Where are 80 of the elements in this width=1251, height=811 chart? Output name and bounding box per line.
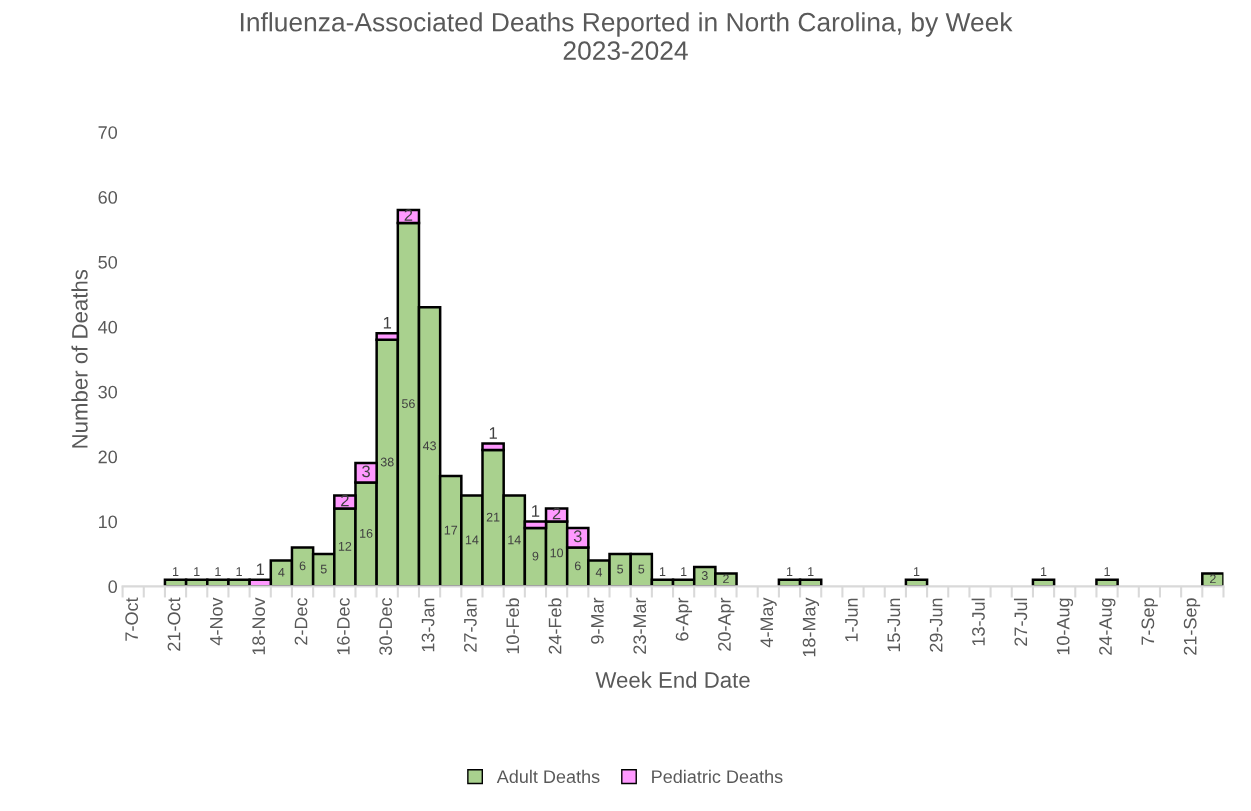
data-label: 1 (215, 567, 221, 576)
y-tick-label: 10 (99, 515, 118, 529)
x-tick-label: 2-Dec (294, 597, 308, 645)
data-label: 1 (489, 427, 497, 439)
data-label: 14 (465, 535, 479, 545)
legend-label: Adult Deaths (496, 769, 600, 784)
x-tick-label: 16-Dec (336, 597, 350, 655)
y-tick-label: 40 (98, 320, 118, 334)
x-tick-label: 29-Jun (929, 598, 943, 652)
data-label: 1 (173, 567, 179, 576)
data-label: 1 (681, 567, 687, 576)
y-tick-label: 60 (98, 191, 118, 204)
x-tick-label: 27-Jul (1013, 598, 1028, 646)
data-label: 3 (573, 530, 582, 543)
x-tick-label: 13-Jul (971, 598, 985, 646)
x-tick-label: 7-Sep (1141, 598, 1158, 645)
data-label: 1 (786, 567, 793, 576)
y-tick-label: 50 (98, 255, 118, 269)
data-label: 3 (362, 465, 370, 478)
data-label: 1 (1104, 567, 1110, 576)
chart-title: Influenza-Associated Deaths Reported in North Carolina, by Week 2023-2024 (240, 12, 1013, 60)
data-label: 56 (401, 399, 415, 409)
x-tick-label: 6-Apr (675, 597, 693, 641)
data-label: 5 (638, 564, 645, 574)
data-label: 2 (341, 494, 349, 507)
x-tick-label: 1-Jun (845, 598, 858, 642)
data-label: 43 (422, 441, 436, 451)
x-tick-label: 24-Feb (548, 598, 562, 654)
data-label: 6 (574, 561, 581, 571)
data-label: 12 (338, 541, 352, 551)
x-tick-label: 15-Jun (887, 598, 901, 652)
data-label: 38 (380, 457, 394, 467)
x-tick-label: 24-Aug (1099, 598, 1116, 655)
data-label: 21 (486, 512, 500, 522)
data-label: 3 (701, 571, 708, 580)
data-label: 16 (360, 528, 373, 538)
data-label: 14 (508, 535, 521, 545)
y-tick-label: 20 (98, 450, 118, 464)
x-tick-label: 20-Apr (718, 597, 735, 651)
x-tick-label: 27-Jan (463, 598, 477, 652)
data-label: 1 (194, 567, 200, 576)
data-label: 5 (617, 564, 624, 574)
data-label: 1 (913, 567, 920, 576)
data-label: 1 (383, 317, 392, 329)
data-label: 1 (1041, 567, 1047, 576)
y-tick-label: 0 (108, 580, 118, 594)
data-label: 1 (808, 567, 814, 576)
y-axis-title: Number of Deaths (71, 269, 88, 448)
x-tick-label: 10-Feb (505, 598, 520, 654)
x-tick-label: 18-May (802, 597, 820, 657)
data-label: 1 (256, 563, 265, 576)
x-tick-label: 10-Aug (1056, 598, 1074, 655)
data-label: 2 (552, 507, 561, 520)
data-label: 5 (320, 564, 327, 574)
legend-label: Pediatric Deaths (652, 769, 783, 784)
data-label: 9 (532, 551, 539, 561)
data-label: 2 (723, 574, 729, 584)
y-tick-label: 30 (98, 385, 118, 399)
x-tick-label: 21-Oct (167, 597, 181, 651)
y-tick-label: 70 (98, 126, 118, 139)
data-label: 17 (444, 525, 458, 535)
x-tick-label: 4-May (760, 597, 777, 648)
data-label: 10 (550, 548, 564, 558)
x-tick-label: 7-Oct (125, 597, 139, 641)
data-label: 1 (236, 567, 242, 576)
x-tick-label: 23-Mar (633, 597, 647, 654)
x-tick-label: 9-Mar (591, 597, 604, 644)
data-label: 4 (595, 568, 603, 577)
data-label: 1 (532, 505, 540, 517)
x-tick-label: 4-Nov (210, 597, 223, 646)
data-label: 2 (1210, 574, 1216, 584)
x-tick-label: 21-Sep (1183, 598, 1201, 655)
data-label: 2 (404, 209, 413, 221)
x-tick-label: 13-Jan (421, 598, 435, 652)
data-label: 1 (659, 567, 666, 576)
x-tick-label: 30-Dec (379, 597, 393, 655)
x-tick-label: 18-Nov (252, 597, 266, 655)
x-axis-title: Week End Date (595, 671, 750, 688)
data-label: 4 (278, 568, 285, 577)
data-label: 6 (299, 561, 306, 571)
